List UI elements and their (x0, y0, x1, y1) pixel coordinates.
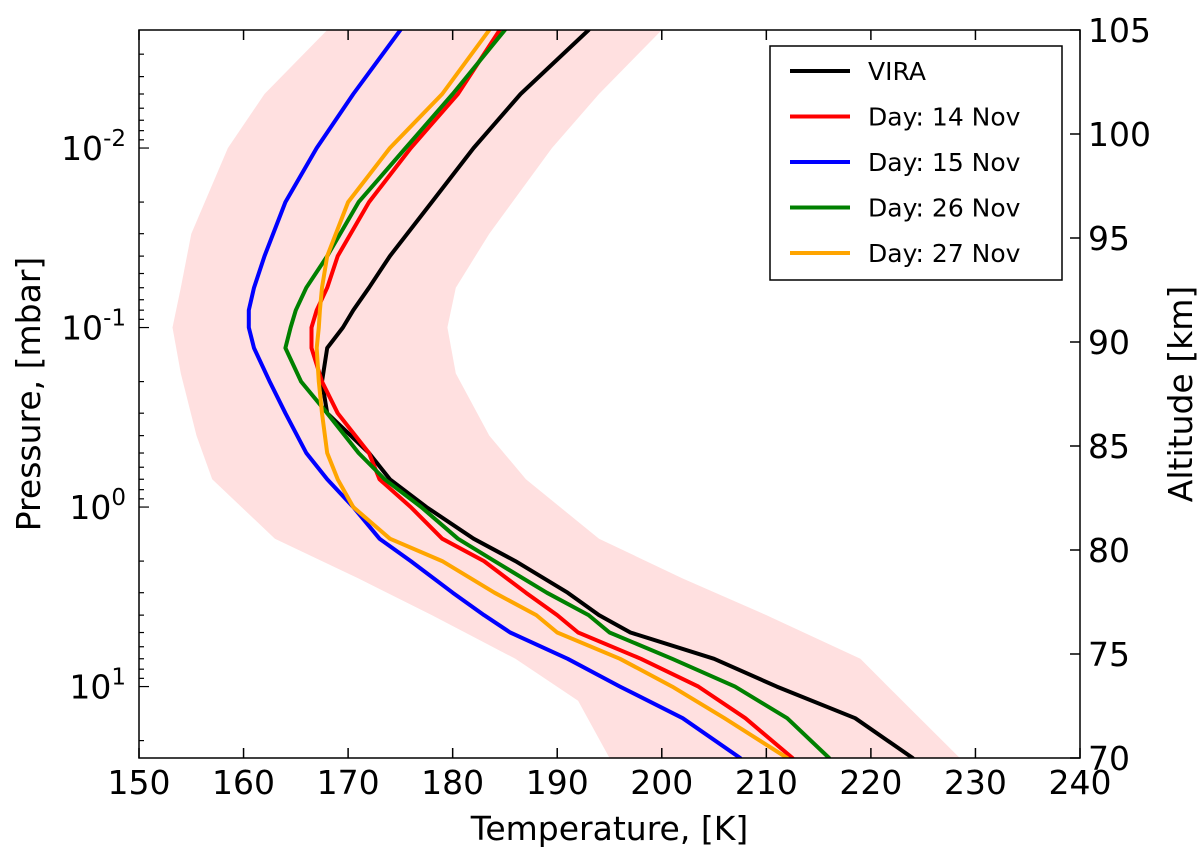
x-tick-label: 210 (735, 763, 798, 802)
y2-tick-label: 100 (1088, 115, 1151, 154)
legend-label: VIRA (868, 57, 926, 86)
legend: VIRA Day: 14 Nov Day: 15 Nov Day: 26 Nov Day… (769, 45, 1063, 281)
x-tick-label: 240 (1049, 763, 1112, 802)
x-axis-label: Temperature, [K] (470, 809, 748, 848)
x-tick-label: 190 (526, 763, 589, 802)
y-tick-label: 100 (69, 485, 126, 527)
y-tick-label: 10-2 (61, 126, 126, 168)
legend-label: Day: 27 Nov (868, 239, 1021, 268)
x-tick-label: 220 (839, 763, 902, 802)
y2-tick-label: 85 (1088, 427, 1130, 466)
y2-tick-label: 90 (1088, 323, 1130, 362)
y2-tick-label: 95 (1088, 219, 1130, 258)
series-line-2 (309, 30, 795, 758)
series-line-5 (314, 30, 790, 758)
y2-tick-label: 80 (1088, 531, 1130, 570)
series-line-3 (246, 30, 743, 758)
legend-label: Day: 14 Nov (868, 103, 1021, 132)
x-tick-label: 170 (317, 763, 380, 802)
y2-tick-label: 105 (1088, 11, 1151, 50)
legend-label: Day: 26 Nov (868, 194, 1021, 223)
x-tick-label: 150 (108, 763, 171, 802)
y-tick-label: 10-1 (61, 306, 126, 348)
plot-area (172, 30, 960, 758)
x-tick-label: 200 (630, 763, 693, 802)
y2-tick-label: 75 (1088, 635, 1130, 674)
y2-axis-label: Altitude [km] (1161, 286, 1200, 502)
axes: 150 160 170 180 190 200 210 220 230 240 10-2 10-1 10… (61, 11, 1151, 802)
legend-label: Day: 15 Nov (868, 148, 1021, 177)
uncertainty-band (172, 30, 960, 758)
x-tick-label: 180 (421, 763, 484, 802)
y-axis-label: Pressure, [mbar] (9, 257, 48, 532)
y-tick-label: 101 (69, 665, 126, 707)
plot-frame (138, 29, 1081, 759)
x-tick-label: 160 (212, 763, 275, 802)
y2-tick-label: 70 (1088, 739, 1130, 778)
x-tick-label: 230 (944, 763, 1007, 802)
series-line-4 (283, 30, 832, 758)
